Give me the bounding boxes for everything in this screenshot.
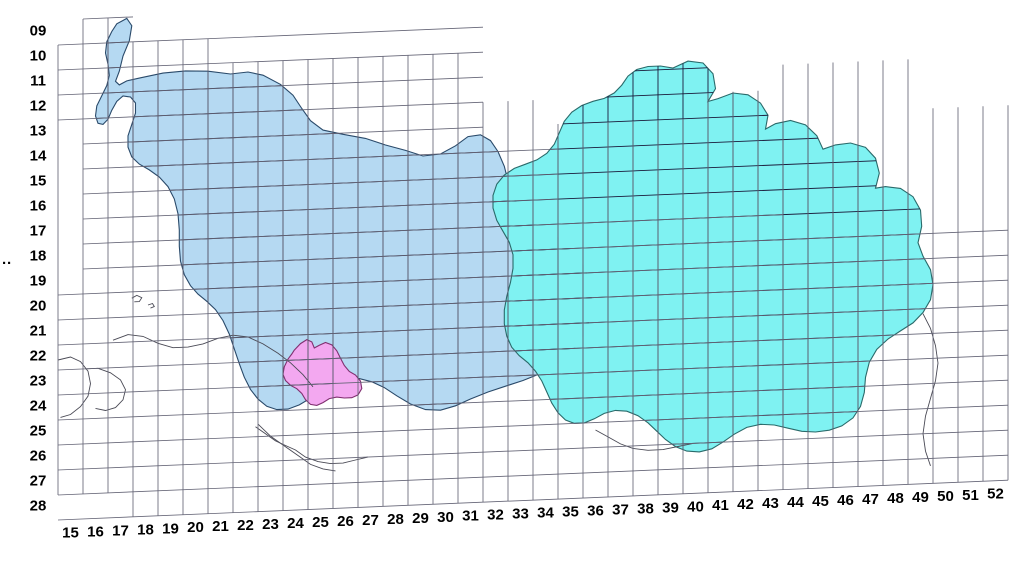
row-label-17: 17 (30, 223, 47, 240)
row-label-group: 09 10 11 12 13 14 15 16 17 18 19 20 21 22 23 24 25 26 27 28 (30, 23, 47, 515)
column-label-51: 51 (962, 487, 979, 504)
eastern-region-fill[interactable] (492, 60, 934, 453)
coastline-segment (922, 313, 939, 467)
grid-line-horizontal (95, 18, 592, 21)
column-label-18: 18 (137, 521, 154, 538)
region-fills (94, 17, 934, 453)
coastline-segment (147, 302, 155, 309)
grid-frame-horizontal (57, 51, 484, 71)
row-label-24: 24 (30, 398, 47, 415)
row-label-15: 15 (30, 173, 47, 190)
column-label-48: 48 (887, 490, 904, 507)
column-label-27: 27 (362, 512, 379, 529)
column-label-45: 45 (812, 493, 829, 510)
row-label-20: 20 (30, 298, 47, 315)
row-label-09: 09 (30, 23, 47, 40)
grid-frame-horizontal (82, 198, 559, 220)
column-label-29: 29 (412, 510, 429, 527)
row-label-23: 23 (30, 373, 47, 390)
edge-marker-glyph: ·· (2, 255, 12, 272)
row-label-26: 26 (30, 448, 47, 465)
coastline-segment (255, 426, 369, 465)
column-label-22: 22 (237, 517, 254, 534)
western-region-fill[interactable] (94, 17, 593, 411)
row-label-28: 28 (30, 498, 47, 515)
grid-frame-horizontal (82, 148, 559, 170)
grid-frame-lines (57, 16, 1009, 521)
column-label-26: 26 (337, 513, 354, 530)
row-label-16: 16 (30, 198, 47, 215)
column-label-43: 43 (762, 495, 779, 512)
row-label-11: 11 (30, 73, 46, 90)
row-label-18: 18 (30, 248, 47, 265)
coastline-segment (131, 294, 143, 303)
column-label-15: 15 (62, 525, 79, 542)
grid-line-horizontal (58, 0, 1008, 20)
coastline-segment (57, 356, 91, 418)
column-label-32: 32 (487, 507, 504, 524)
column-label-31: 31 (462, 508, 479, 525)
row-label-19: 19 (30, 273, 47, 290)
column-label-35: 35 (562, 504, 579, 521)
column-label-49: 49 (912, 489, 929, 506)
coastline-segment (595, 429, 694, 451)
column-label-47: 47 (862, 491, 879, 508)
grid-frame-horizontal (57, 26, 484, 46)
column-label-28: 28 (387, 511, 404, 528)
row-label-27: 27 (30, 473, 47, 490)
grid-frame-horizontal (82, 229, 1009, 270)
row-label-12: 12 (30, 98, 47, 115)
column-label-46: 46 (837, 492, 854, 509)
column-label-30: 30 (437, 509, 454, 526)
column-label-33: 33 (512, 506, 529, 523)
column-label-44: 44 (787, 494, 804, 511)
column-label-25: 25 (312, 514, 329, 531)
row-label-25: 25 (30, 423, 47, 440)
grid-frame-horizontal (57, 76, 484, 96)
column-label-50: 50 (937, 488, 954, 505)
column-label-36: 36 (587, 503, 604, 520)
grid-frame-horizontal (82, 173, 559, 195)
column-label-41: 41 (712, 497, 729, 514)
column-label-23: 23 (262, 516, 279, 533)
row-label-22: 22 (30, 348, 47, 365)
column-label-20: 20 (187, 519, 204, 536)
coastline-segment (257, 423, 336, 472)
coastline-segment (85, 367, 126, 411)
column-label-21: 21 (212, 518, 229, 535)
column-label-42: 42 (737, 496, 754, 513)
column-label-24: 24 (287, 515, 304, 532)
grid-frame-horizontal (57, 101, 484, 121)
column-label-17: 17 (112, 522, 129, 539)
column-label-38: 38 (637, 500, 654, 517)
highlight-region-fill[interactable] (282, 338, 363, 406)
column-label-16: 16 (87, 523, 104, 540)
row-label-10: 10 (30, 48, 47, 65)
column-label-19: 19 (162, 520, 179, 537)
column-label-40: 40 (687, 498, 704, 515)
column-label-39: 39 (662, 499, 679, 516)
row-label-21: 21 (30, 323, 47, 340)
column-label-group: 15 16 17 18 19 20 21 22 23 24 25 26 27 28 29 30 31 32 33 34… (62, 486, 1004, 542)
column-label-52: 52 (987, 486, 1004, 503)
column-label-34: 34 (537, 505, 554, 522)
row-label-14: 14 (30, 148, 47, 165)
column-label-37: 37 (612, 501, 629, 518)
row-label-13: 13 (30, 123, 47, 140)
